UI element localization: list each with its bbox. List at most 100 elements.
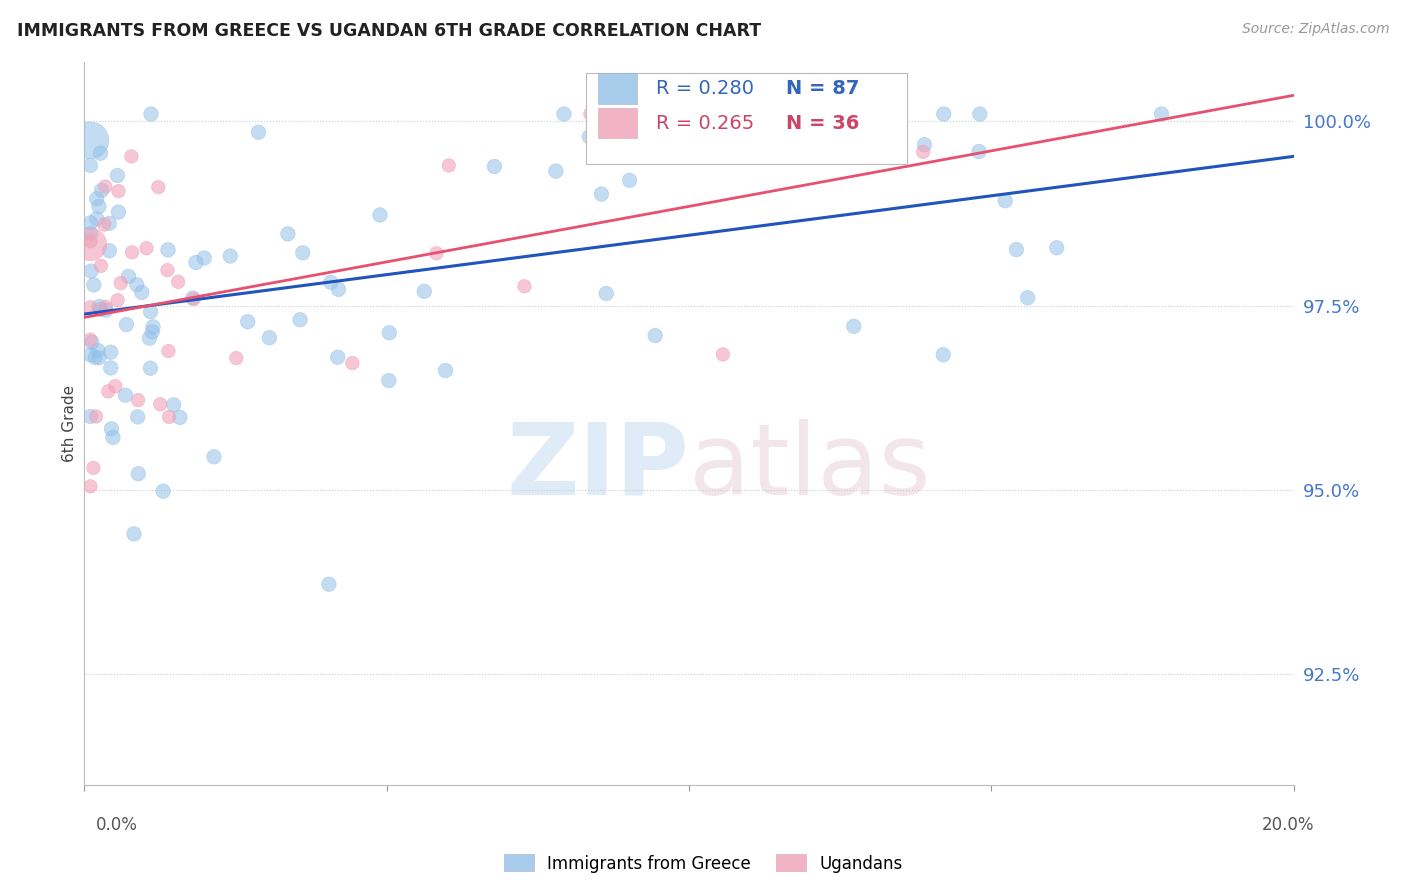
Point — [87, 300, 110, 314]
Text: N = 36: N = 36 — [786, 113, 859, 133]
Point — [378, 374, 401, 388]
Point — [637, 107, 659, 121]
Point — [79, 234, 101, 248]
Point — [79, 158, 101, 172]
Text: R = 0.280: R = 0.280 — [657, 79, 754, 98]
Point — [967, 145, 990, 159]
Point — [149, 397, 172, 411]
Point — [378, 326, 401, 340]
Point — [100, 361, 122, 376]
Point — [157, 409, 180, 424]
Point — [152, 484, 174, 499]
Point — [156, 243, 179, 257]
Point — [98, 216, 121, 230]
Point — [79, 348, 101, 362]
Point — [484, 160, 506, 174]
Point — [122, 527, 145, 541]
Point — [90, 259, 112, 273]
Point — [711, 347, 734, 361]
Point — [326, 350, 349, 364]
Point — [236, 315, 259, 329]
Point — [342, 356, 364, 370]
Point — [97, 384, 120, 399]
Point — [1046, 241, 1069, 255]
Point — [98, 244, 121, 258]
FancyBboxPatch shape — [599, 73, 637, 103]
Point — [120, 149, 142, 163]
Point — [193, 251, 215, 265]
Point — [107, 205, 129, 219]
Point — [914, 137, 936, 152]
Point — [142, 319, 165, 334]
Point — [107, 169, 129, 183]
Point — [619, 173, 641, 187]
Point — [79, 409, 101, 424]
Point — [139, 304, 162, 318]
Point — [79, 333, 101, 347]
Point — [259, 331, 281, 345]
Point — [368, 208, 391, 222]
Point — [247, 125, 270, 139]
Point — [157, 344, 180, 359]
Point — [89, 302, 111, 317]
Point — [115, 318, 138, 332]
Point — [288, 312, 311, 326]
Point — [79, 300, 101, 314]
Point — [131, 285, 153, 300]
Point — [79, 227, 101, 241]
Point — [167, 275, 190, 289]
Point — [912, 145, 935, 159]
Point — [328, 282, 350, 296]
Point — [80, 335, 103, 350]
Point — [79, 479, 101, 493]
Point — [117, 269, 139, 284]
Point — [138, 331, 160, 345]
Point — [183, 292, 205, 306]
Text: R = 0.265: R = 0.265 — [657, 113, 755, 133]
Point — [1150, 107, 1173, 121]
Point — [141, 325, 163, 339]
Point — [578, 129, 600, 144]
Text: Source: ZipAtlas.com: Source: ZipAtlas.com — [1241, 22, 1389, 37]
Text: N = 87: N = 87 — [786, 79, 859, 98]
Point — [86, 192, 108, 206]
Point — [87, 343, 110, 358]
Point — [425, 246, 447, 260]
Point — [104, 379, 127, 393]
Point — [579, 107, 602, 121]
Point — [617, 107, 640, 121]
Point — [225, 351, 247, 365]
Point — [139, 107, 162, 121]
Point — [434, 363, 457, 377]
Point — [277, 227, 299, 241]
Text: 20.0%: 20.0% — [1263, 816, 1315, 834]
Point — [135, 241, 157, 255]
Point — [89, 351, 111, 365]
Point — [148, 180, 170, 194]
Point — [994, 194, 1017, 208]
Point — [184, 255, 207, 269]
Point — [591, 187, 613, 202]
Point — [79, 133, 101, 147]
Point — [156, 263, 179, 277]
Point — [110, 276, 132, 290]
Point — [219, 249, 242, 263]
Point — [553, 107, 575, 121]
Point — [86, 211, 108, 226]
Point — [100, 345, 122, 359]
Point — [83, 277, 105, 292]
Point — [125, 277, 148, 292]
Point — [291, 245, 314, 260]
Point — [94, 179, 117, 194]
Point — [1005, 243, 1028, 257]
Point — [544, 164, 567, 178]
Point — [127, 409, 149, 424]
Point — [94, 303, 117, 318]
Point — [163, 398, 186, 412]
Point — [644, 328, 666, 343]
Point — [437, 159, 460, 173]
Text: atlas: atlas — [689, 418, 931, 516]
Point — [114, 388, 136, 402]
Point — [80, 264, 103, 278]
Point — [90, 183, 112, 197]
